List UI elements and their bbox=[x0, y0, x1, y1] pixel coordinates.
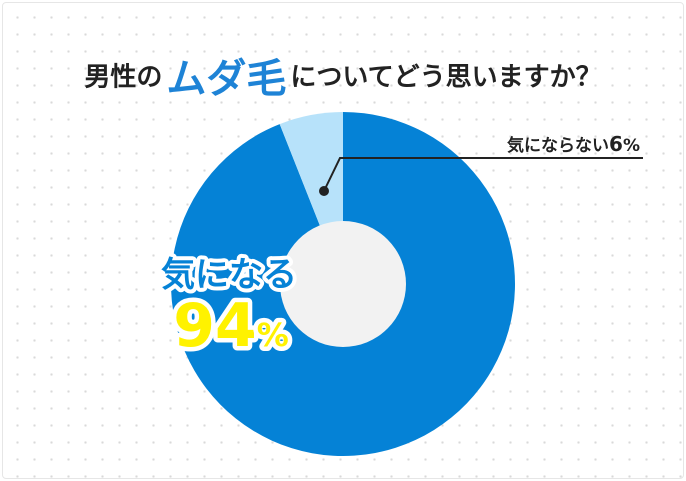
slice-label-bothered-percent: 94% bbox=[173, 291, 289, 361]
title-highlight: ムダ毛 bbox=[166, 56, 287, 102]
donut-hole bbox=[280, 221, 406, 347]
slice-label-not-bothered: 気にならない6% bbox=[506, 132, 640, 156]
leader-line bbox=[323, 157, 643, 192]
slice-label-not-bothered-value: 6 bbox=[609, 132, 623, 156]
chart-title: 男性の ムダ毛 についてどう思いますか？ bbox=[0, 46, 686, 104]
title-suffix: についてどう思いますか？ bbox=[290, 62, 602, 93]
slice-label-not-bothered-text: 気にならない bbox=[506, 135, 609, 156]
title-prefix: 男性の bbox=[84, 62, 163, 93]
slice-label-not-bothered-unit: % bbox=[623, 136, 640, 156]
slice-label-bothered-text: 気になる bbox=[161, 255, 297, 295]
slice-label-bothered-value: 94 bbox=[173, 291, 257, 361]
slice-label-bothered-unit: % bbox=[257, 316, 289, 354]
leader-dot bbox=[319, 186, 329, 196]
